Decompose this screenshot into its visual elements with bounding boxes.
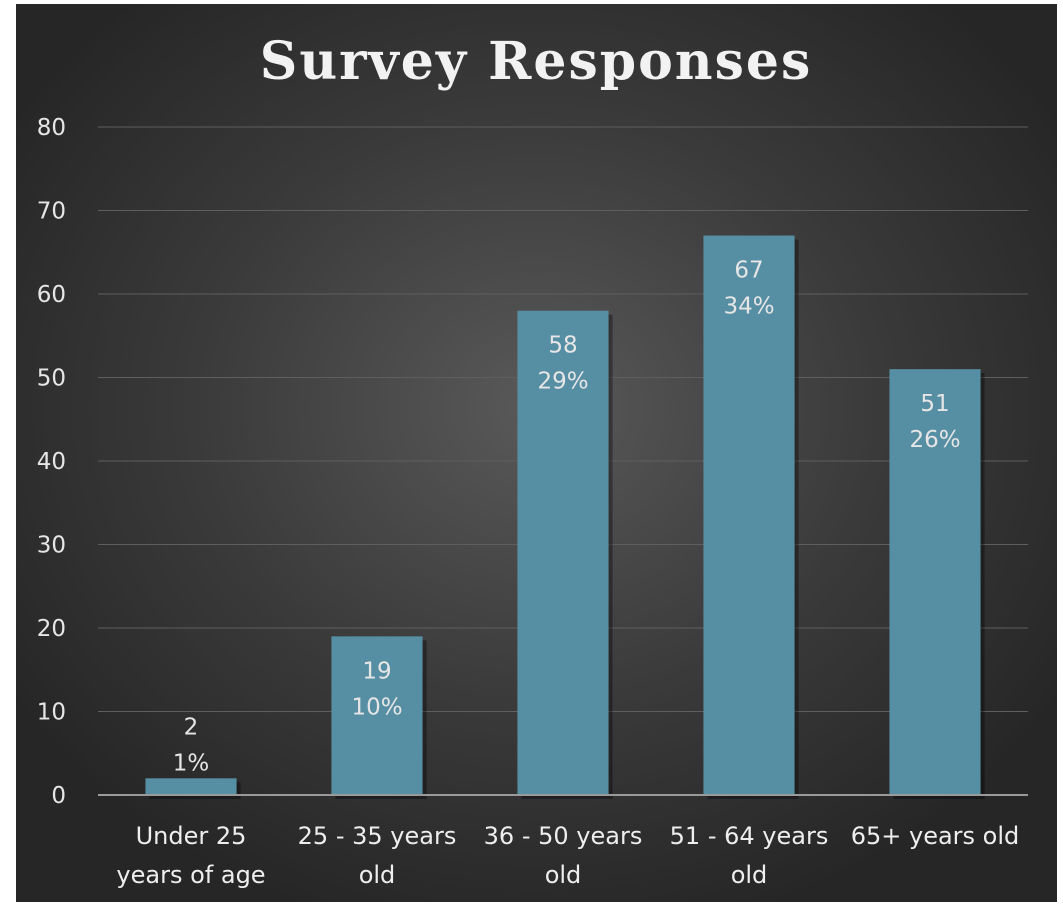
data-label-percent: 1% [173,750,210,776]
bar [889,369,981,795]
data-labels: 2 1% 19 10% 58 29% 67 34% 51 26% [173,258,961,777]
x-category-label: years of age [116,861,265,889]
data-label-value: 58 [548,333,577,359]
data-label-percent: 26% [909,427,960,453]
y-tick-label: 80 [37,115,66,141]
chart-title: Survey Responses [260,31,812,92]
bar [517,310,609,795]
data-label-percent: 34% [723,294,774,320]
y-tick-label: 40 [37,449,66,475]
x-category-label: Under 25 [136,822,247,850]
x-category-label: 65+ years old [851,822,1020,850]
x-category-label: 51 - 64 years [670,822,829,850]
bar [145,778,237,795]
x-category-label: old [359,861,396,889]
y-tick-label: 0 [51,783,66,809]
bars [145,235,985,800]
x-category-label: 25 - 35 years [298,822,457,850]
x-category-label: old [731,861,768,889]
chart-area: Survey Responses 0 10 20 30 40 50 60 70 80 2 1% 19… [16,4,1057,902]
data-label-percent: 29% [537,369,588,395]
y-tick-label: 30 [37,533,66,559]
y-tick-label: 70 [37,199,66,225]
data-label-value: 67 [734,258,763,284]
x-category-label: 36 - 50 years [484,822,643,850]
bar [331,636,423,795]
y-tick-label: 60 [37,282,66,308]
data-label-percent: 10% [351,694,402,720]
y-tick-label: 20 [37,616,66,642]
data-label-value: 51 [920,391,949,417]
bar [703,235,795,796]
y-tick-label: 50 [37,366,66,392]
data-label-value: 19 [362,658,391,684]
y-axis-ticks: 0 10 20 30 40 50 60 70 80 [37,115,66,809]
x-category-label: old [545,861,582,889]
bar-chart: Survey Responses 0 10 20 30 40 50 60 70 80 2 1% 19… [37,31,1028,889]
x-axis-categories: Under 25 years of age 25 - 35 years old 36 -… [116,822,1019,889]
y-tick-label: 10 [37,700,66,726]
data-label-value: 2 [184,714,199,740]
